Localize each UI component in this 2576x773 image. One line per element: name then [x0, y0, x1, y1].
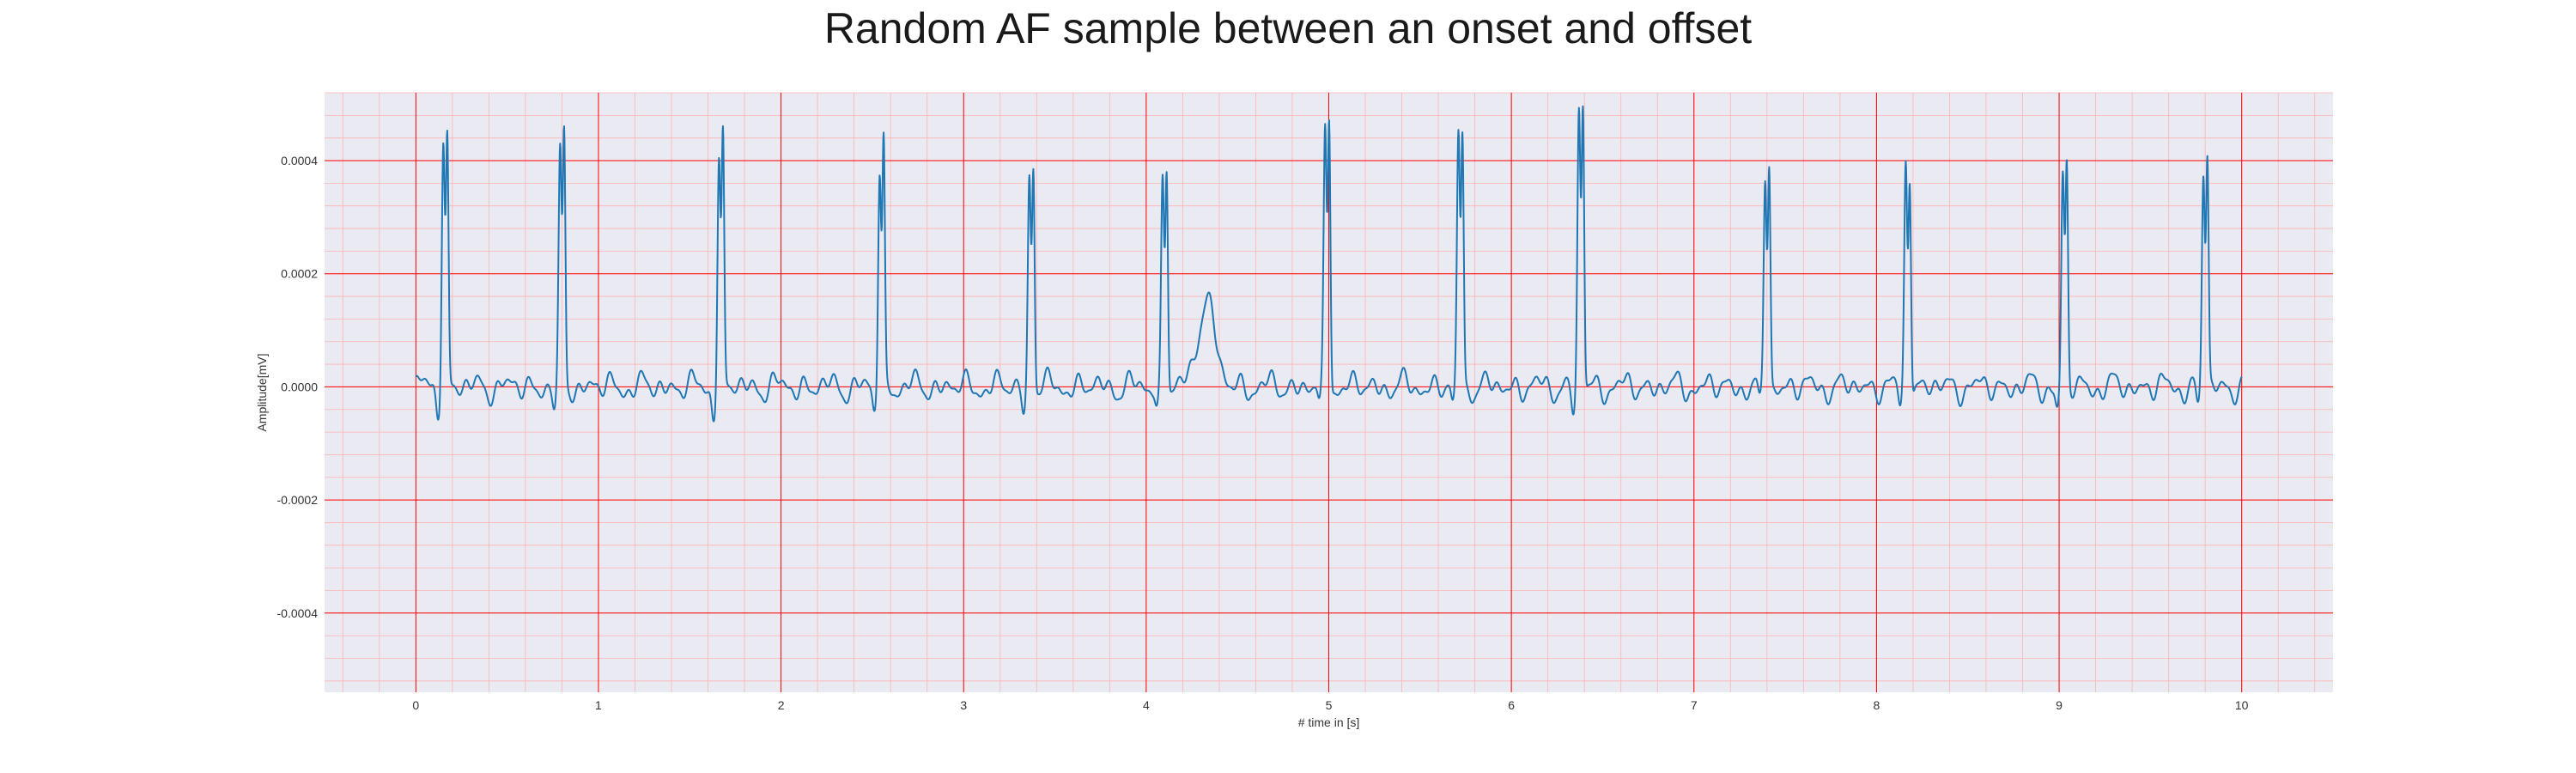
- x-tick-label: 0: [412, 698, 419, 712]
- ecg-signal-line: [415, 105, 2243, 423]
- x-tick-label: 2: [778, 698, 785, 712]
- y-tick-label: 0.0004: [281, 154, 318, 167]
- major-grid: [325, 93, 2333, 692]
- x-tick-label: 4: [1143, 698, 1150, 712]
- x-tick-label: 6: [1508, 698, 1515, 712]
- chart-title: Random AF sample between an onset and of…: [823, 4, 1753, 52]
- y-tick-labels: 0.0004 0.0002 0.0000 -0.0002 -0.0004: [277, 154, 319, 620]
- x-tick-label: 7: [1691, 698, 1698, 712]
- x-tick-label: 9: [2056, 698, 2063, 712]
- x-tick-labels: 0 1 2 3 4 5 6 7 8 9 10: [412, 698, 2248, 712]
- y-tick-label: -0.0002: [277, 493, 319, 507]
- y-tick-label: 0.0000: [281, 380, 318, 393]
- x-tick-label: 10: [2235, 698, 2249, 712]
- x-axis-label: # time in [s]: [1298, 715, 1360, 729]
- x-tick-label: 3: [960, 698, 967, 712]
- x-tick-label: 8: [1874, 698, 1880, 712]
- x-tick-label: 5: [1326, 698, 1333, 712]
- y-tick-label: 0.0002: [281, 267, 318, 281]
- y-axis-label: Amplitude[mV]: [255, 353, 269, 431]
- y-tick-label: -0.0004: [277, 606, 319, 620]
- x-tick-label: 1: [595, 698, 602, 712]
